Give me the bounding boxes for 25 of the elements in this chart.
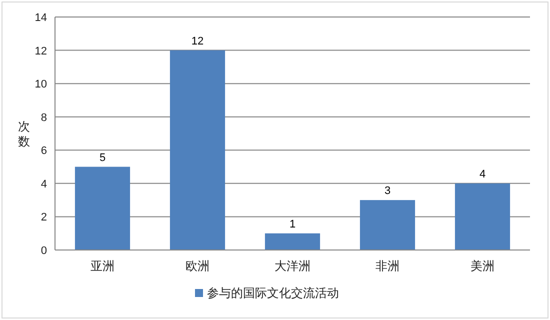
bar — [264, 233, 320, 250]
bar — [170, 50, 226, 250]
x-tick-label: 大洋洲 — [274, 259, 310, 273]
y-tick-label: 2 — [40, 212, 47, 224]
data-label: 5 — [99, 152, 106, 164]
y-tick-label: 4 — [40, 178, 47, 190]
legend-label: 参与的国际文化交流活动 — [207, 286, 339, 300]
data-label: 3 — [384, 185, 391, 198]
data-label: 4 — [479, 168, 486, 180]
x-tick-label: 亚洲 — [90, 259, 114, 273]
y-tick-label: 14 — [34, 12, 47, 24]
bar — [360, 200, 416, 250]
y-tick-label: 10 — [34, 78, 47, 91]
y-tick-label: 12 — [34, 45, 47, 58]
y-tick-label: 6 — [40, 145, 47, 158]
y-tick-label: 8 — [40, 112, 47, 124]
data-label: 1 — [289, 218, 296, 230]
x-tick-label: 欧洲 — [186, 259, 210, 273]
bar — [74, 166, 130, 250]
y-tick-label: 0 — [40, 245, 47, 257]
x-tick-label: 美洲 — [470, 259, 494, 273]
y-axis-title: 次数 — [18, 120, 30, 148]
x-tick-label: 非洲 — [376, 259, 400, 273]
data-label: 12 — [191, 35, 204, 48]
bar — [454, 183, 510, 250]
